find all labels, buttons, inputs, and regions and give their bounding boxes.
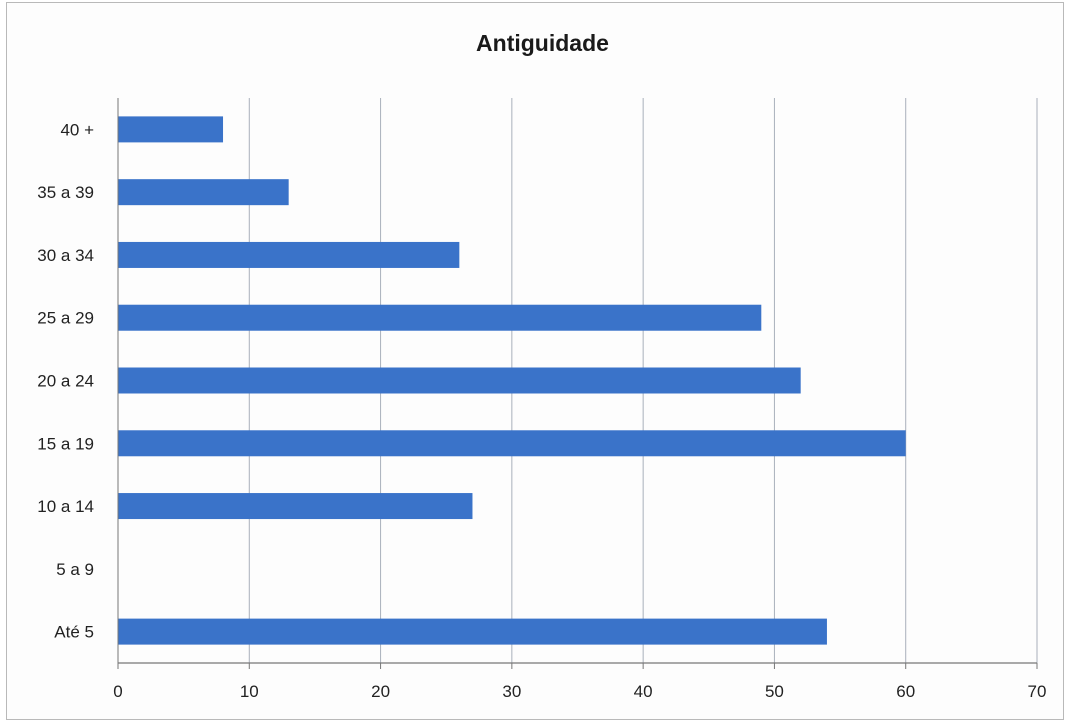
category-label: 5 a 9 bbox=[56, 560, 94, 579]
bars bbox=[118, 116, 906, 645]
bar bbox=[118, 241, 460, 268]
category-label: 20 a 24 bbox=[37, 372, 94, 391]
x-tick-label: 50 bbox=[765, 682, 784, 701]
bar bbox=[118, 618, 827, 645]
bar bbox=[118, 367, 801, 394]
x-axis: 0 10 20 30 40 50 60 70 bbox=[113, 98, 1046, 701]
bar bbox=[118, 116, 224, 143]
x-tick-label: 30 bbox=[502, 682, 521, 701]
category-label: 40 + bbox=[60, 120, 94, 139]
category-label: 10 a 14 bbox=[37, 497, 94, 516]
x-tick-label: 0 bbox=[113, 682, 122, 701]
category-label: 30 a 34 bbox=[37, 246, 94, 265]
bar bbox=[118, 304, 762, 331]
chart-title: Antiguidade bbox=[476, 30, 609, 56]
bar bbox=[118, 493, 473, 520]
category-label: 35 a 39 bbox=[37, 183, 94, 202]
x-tick-label: 60 bbox=[896, 682, 915, 701]
bar bbox=[118, 430, 906, 457]
x-tick-label: 70 bbox=[1028, 682, 1047, 701]
category-labels: 40 + 35 a 39 30 a 34 25 a 29 20 a 24 15 a 19 1… bbox=[37, 120, 94, 641]
category-label: 25 a 29 bbox=[37, 309, 94, 328]
category-label: 15 a 19 bbox=[37, 434, 94, 453]
category-label: Até 5 bbox=[54, 623, 94, 642]
x-tick-label: 40 bbox=[634, 682, 653, 701]
x-tick-label: 10 bbox=[240, 682, 259, 701]
bar bbox=[118, 179, 289, 206]
x-tick-label: 20 bbox=[371, 682, 390, 701]
